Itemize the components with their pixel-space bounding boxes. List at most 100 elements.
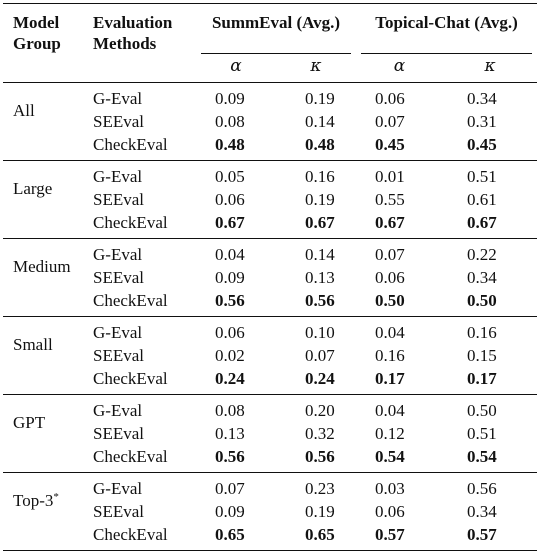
topical-alpha-cell: 0.06 — [375, 89, 405, 108]
method-cell: G-Eval — [88, 160, 196, 188]
group-label: Small — [3, 316, 88, 395]
topical-alpha-cell: 0.06 — [375, 502, 405, 521]
group-label-footnote-mark: * — [53, 491, 59, 503]
topical-kappa-cell: 0.16 — [443, 316, 538, 344]
summeval-kappa-cell: 0.32 — [305, 424, 335, 443]
topical-alpha-cell: 0.03 — [356, 472, 444, 500]
table-row: CheckEval 0.67 0.67 0.67 0.67 — [3, 211, 537, 239]
table-row: CheckEval 0.48 0.48 0.45 0.45 — [3, 133, 537, 161]
header-model-group: Model Group — [3, 4, 88, 55]
summeval-alpha-cell: 0.56 — [215, 291, 245, 310]
table-row: CheckEval 0.65 0.65 0.57 0.57 — [3, 523, 538, 551]
header-summeval: SummEval (Avg.) — [196, 4, 356, 54]
table-row: SEEval 0.13 0.32 0.12 0.51 — [3, 422, 537, 445]
group-block: All G-Eval 0.09 0.19 0.06 0.34 SEEval 0.08 0.14 0… — [3, 83, 537, 161]
summeval-alpha-cell: 0.02 — [215, 346, 245, 365]
table-row: SEEval 0.09 0.19 0.06 0.34 — [3, 500, 537, 523]
topical-kappa-cell: 0.51 — [467, 424, 497, 443]
header-topical-alpha: α — [356, 54, 444, 83]
method-cell: G-Eval — [88, 472, 196, 500]
summeval-alpha-cell: 0.67 — [215, 213, 245, 232]
table-row: Small G-Eval 0.06 0.10 0.04 0.16 — [3, 316, 538, 395]
summeval-kappa-cell: 0.14 — [276, 238, 357, 266]
header-topical-chat-underline — [361, 53, 533, 54]
summeval-alpha-cell: 0.24 — [215, 369, 245, 388]
topical-kappa-cell: 0.22 — [443, 238, 538, 266]
group-block: Top-3* G-Eval 0.07 0.23 0.03 0.56 SEEval 0.09 0.… — [3, 472, 538, 551]
method-cell: G-Eval — [88, 394, 196, 422]
header-spacer — [3, 54, 88, 83]
summeval-kappa-cell: 0.56 — [305, 447, 335, 466]
method-cell: CheckEval — [88, 523, 196, 551]
topical-alpha-cell: 0.04 — [356, 316, 444, 344]
summeval-kappa-cell: 0.23 — [276, 472, 357, 500]
group-label-text: Large — [13, 179, 53, 198]
method-cell: SEEval — [93, 190, 144, 209]
summeval-alpha-cell: 0.09 — [215, 89, 245, 108]
summeval-kappa-cell: 0.10 — [276, 316, 357, 344]
topical-alpha-cell: 0.01 — [356, 160, 444, 188]
group-label-text: All — [13, 101, 35, 120]
table-row: Medium G-Eval 0.04 0.14 0.07 0.22 — [3, 238, 538, 317]
header-topical-chat-label: Topical-Chat (Avg.) — [375, 13, 518, 32]
summeval-kappa-cell: 0.48 — [305, 135, 335, 154]
topical-alpha-cell: 0.67 — [375, 213, 405, 232]
group-label-text: GPT — [13, 413, 46, 432]
method-cell: CheckEval — [93, 213, 168, 232]
group-block: Small G-Eval 0.06 0.10 0.04 0.16 SEEval 0.02 0.0… — [3, 316, 538, 395]
topical-alpha-cell: 0.54 — [375, 447, 405, 466]
summeval-alpha-cell: 0.06 — [215, 190, 245, 209]
method-cell: SEEval — [93, 502, 144, 521]
topical-alpha-cell: 0.12 — [375, 424, 405, 443]
method-cell: SEEval — [93, 346, 144, 365]
table-row: CheckEval 0.56 0.56 0.54 0.54 — [3, 445, 537, 473]
header-model-group-line2: Group — [13, 34, 61, 53]
summeval-alpha-cell: 0.65 — [196, 523, 276, 551]
method-cell: CheckEval — [93, 135, 168, 154]
group-block: Large G-Eval 0.05 0.16 0.01 0.51 SEEval 0.06 0.1… — [3, 160, 538, 239]
topical-kappa-cell: 0.51 — [443, 160, 538, 188]
header-evaluation-methods-line2: Methods — [93, 34, 157, 53]
summeval-alpha-cell: 0.09 — [215, 268, 245, 287]
summeval-kappa-cell: 0.07 — [305, 346, 335, 365]
topical-alpha-cell: 0.07 — [356, 238, 444, 266]
summeval-alpha-cell: 0.08 — [215, 112, 245, 131]
summeval-alpha-cell: 0.05 — [196, 160, 276, 188]
topical-alpha-cell: 0.17 — [375, 369, 405, 388]
summeval-alpha-cell: 0.08 — [196, 394, 276, 422]
group-label: Large — [3, 160, 88, 239]
summeval-kappa-cell: 0.16 — [276, 160, 357, 188]
table-row: SEEval 0.02 0.07 0.16 0.15 — [3, 344, 537, 367]
table-row: CheckEval 0.24 0.24 0.17 0.17 — [3, 367, 537, 395]
group-label: All — [3, 83, 88, 161]
topical-alpha-cell: 0.57 — [356, 523, 444, 551]
method-cell: CheckEval — [93, 291, 168, 310]
table-row: Top-3* G-Eval 0.07 0.23 0.03 0.56 — [3, 472, 538, 551]
summeval-alpha-cell: 0.04 — [196, 238, 276, 266]
topical-kappa-cell: 0.67 — [467, 213, 497, 232]
table-header: Model Group Evaluation Methods SummEval … — [3, 3, 538, 83]
summeval-alpha-cell: 0.06 — [196, 316, 276, 344]
group-label: GPT — [3, 394, 88, 473]
summeval-kappa-cell: 0.65 — [276, 523, 357, 551]
method-cell: CheckEval — [93, 447, 168, 466]
summeval-alpha-cell: 0.48 — [215, 135, 245, 154]
summeval-kappa-cell: 0.20 — [276, 394, 357, 422]
topical-alpha-cell: 0.07 — [375, 112, 405, 131]
method-cell: G-Eval — [88, 238, 196, 266]
table-row: SEEval 0.08 0.14 0.07 0.31 — [3, 110, 537, 133]
topical-alpha-cell: 0.16 — [375, 346, 405, 365]
method-cell: G-Eval — [93, 89, 143, 108]
topical-kappa-cell: 0.57 — [443, 523, 538, 551]
group-label: Top-3* — [3, 472, 88, 551]
method-cell: SEEval — [93, 424, 144, 443]
summeval-kappa-cell: 0.56 — [305, 291, 335, 310]
summeval-alpha-cell: 0.56 — [215, 447, 245, 466]
method-cell: SEEval — [93, 112, 144, 131]
header-summeval-alpha: α — [196, 54, 276, 83]
header-evaluation-methods: Evaluation Methods — [88, 4, 196, 55]
group-label-text: Top-3 — [13, 491, 54, 510]
topical-kappa-cell: 0.15 — [467, 346, 497, 365]
header-summeval-underline — [201, 53, 352, 54]
table-row: GPT G-Eval 0.08 0.20 0.04 0.50 — [3, 394, 538, 473]
